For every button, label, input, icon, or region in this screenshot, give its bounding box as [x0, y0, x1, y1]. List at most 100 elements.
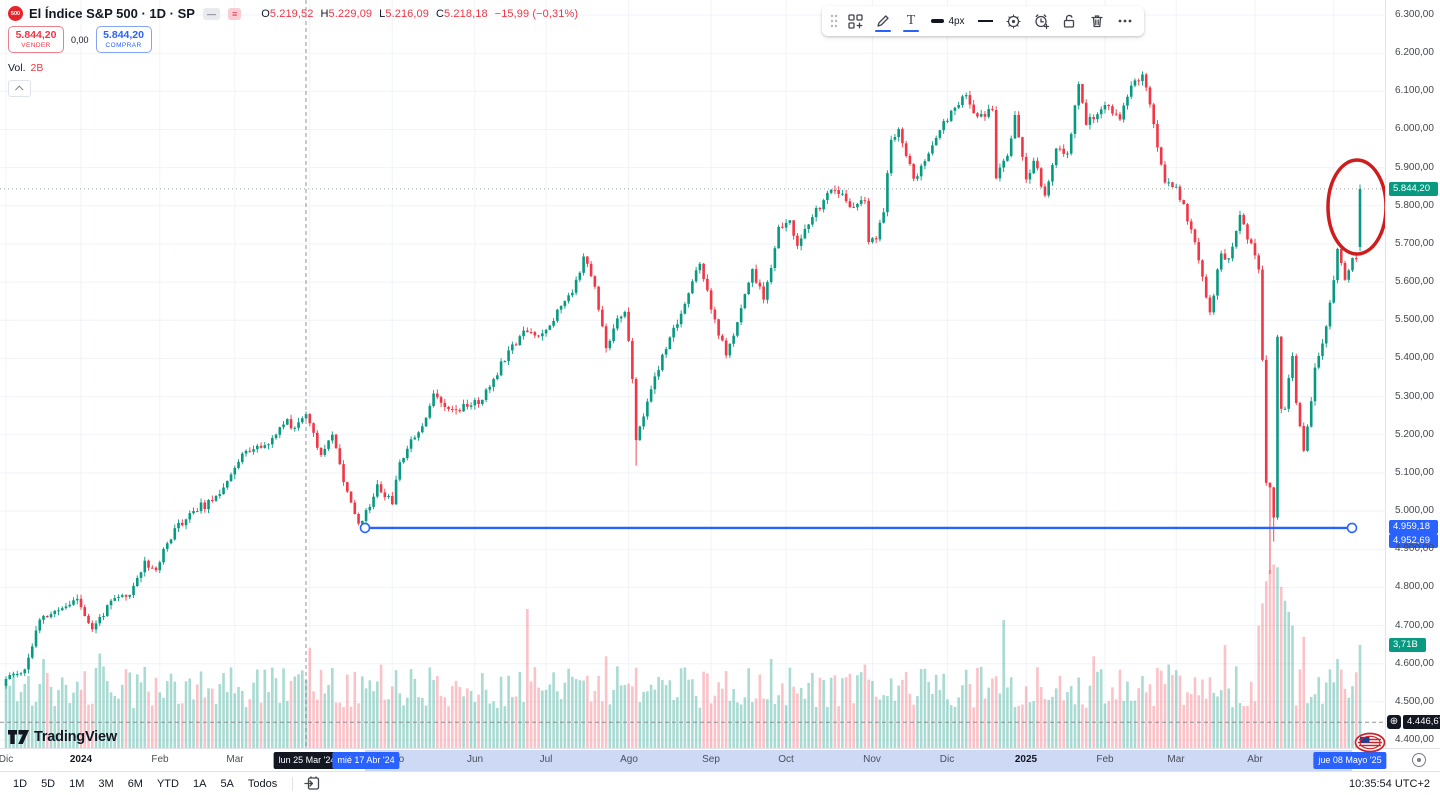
range-button-todos[interactable]: Todos — [247, 777, 278, 790]
clock: 10:35:54 UTC+2 — [1348, 777, 1430, 790]
text-color-icon[interactable]: T — [898, 8, 924, 34]
tradingview-logo[interactable]: TradingView — [8, 729, 117, 745]
red-circle-annotation[interactable] — [1326, 158, 1385, 256]
more-options-icon[interactable] — [1112, 8, 1138, 34]
price-tick-label: 5.600,00 — [1395, 276, 1434, 288]
line-style-button[interactable] — [972, 8, 998, 34]
candles — [4, 71, 1362, 689]
scroll-to-realtime-icon[interactable] — [1412, 753, 1426, 767]
range-button-1a[interactable]: 1A — [192, 777, 207, 790]
time-tick-label: Mar — [1167, 754, 1185, 765]
active-color-indicator — [903, 29, 919, 32]
range-button-1d[interactable]: 1D — [13, 777, 28, 790]
main-chart-pane[interactable] — [0, 0, 1385, 748]
sell-button[interactable]: 5.844,20 VENDER — [8, 26, 64, 53]
time-tick-label: Dic — [939, 754, 955, 765]
trendline-handle-end — [1346, 522, 1358, 534]
delete-trash-icon[interactable] — [1084, 8, 1110, 34]
price-tick-label: 5.800,00 — [1395, 199, 1434, 211]
footer-divider — [292, 776, 294, 791]
time-tick-label: Nov — [863, 754, 881, 765]
trendline-start-date-label: mié 17 Abr '24 — [332, 751, 400, 769]
volume-legend-value: 2B — [30, 62, 44, 74]
time-tick-label: Abr — [1247, 754, 1263, 765]
symbol-title[interactable]: El Índice S&P 500 · 1D · SP — [29, 6, 195, 21]
line-color-pencil-icon[interactable] — [870, 8, 896, 34]
buy-button[interactable]: 5.844,20 COMPRAR — [95, 26, 152, 53]
volume-bars — [4, 564, 1362, 748]
price-tick-label: 6.000,00 — [1395, 123, 1434, 135]
price-tick-label: 5.700,00 — [1395, 237, 1434, 249]
collapse-legend-button[interactable] — [8, 80, 31, 97]
price-tick-label: 5.400,00 — [1395, 352, 1434, 364]
price-tick-label: 4.600,00 — [1395, 657, 1434, 669]
chevron-up-icon — [14, 84, 24, 94]
range-button-ytd[interactable]: YTD — [156, 777, 179, 790]
price-tick-label: 4.900,00 — [1395, 543, 1434, 555]
price-tick-label: 5.300,00 — [1395, 390, 1434, 402]
time-tick-label: Mar — [226, 754, 244, 765]
time-tick-label: 2025 — [1014, 754, 1038, 765]
time-axis[interactable]: Dic2024FebMarAbrMayoJunJulAgoSepOctNovDi… — [0, 748, 1440, 771]
price-tick-label: 5.200,00 — [1395, 428, 1434, 440]
price-tick-label: 5.900,00 — [1395, 161, 1434, 173]
thin-line-icon — [977, 20, 993, 22]
horizontal-trendline-drawing[interactable] — [359, 522, 1358, 534]
price-tick-label: 4.500,00 — [1395, 695, 1434, 707]
trendline-time-range-highlight — [365, 750, 1352, 771]
change-value: −15,99 (−0,31%) — [494, 7, 579, 20]
price-tick-label: 5.000,00 — [1395, 505, 1434, 517]
spread-value: 0,00 — [71, 34, 89, 45]
crosshair-price-label: 4.446,67 — [1403, 715, 1440, 729]
line-width-button[interactable]: 4px — [926, 8, 970, 34]
range-button-6m[interactable]: 6M — [127, 777, 143, 790]
time-tick-label: Jul — [539, 754, 553, 765]
last-price-label: 5.844,20 — [1389, 182, 1438, 196]
trendline-price-label-bottom: 4.952,69 — [1389, 534, 1438, 548]
template-icon[interactable] — [842, 8, 868, 34]
time-tick-label: Jun — [466, 754, 484, 765]
add-alert-plus-icon[interactable]: ⊕ — [1387, 715, 1401, 729]
time-tick-label: Sep — [702, 754, 720, 765]
go-to-date-icon[interactable] — [301, 774, 323, 794]
price-tick-label: 6.100,00 — [1395, 85, 1434, 97]
volume-value-label: 3,71B — [1389, 638, 1426, 652]
range-button-5d[interactable]: 5D — [41, 777, 56, 790]
range-button-3m[interactable]: 3M — [98, 777, 114, 790]
trendline-end-date-label: jue 08 Mayo '25 — [1313, 751, 1387, 769]
list-badge-icon[interactable]: ≡ — [227, 7, 242, 20]
price-tick-label: 5.500,00 — [1395, 314, 1434, 326]
range-button-1m[interactable]: 1M — [69, 777, 85, 790]
sp500-logo-icon: 500 — [8, 6, 23, 21]
time-tick-label: Feb — [151, 754, 169, 765]
grid — [0, 0, 1385, 748]
settings-gear-icon[interactable] — [1000, 8, 1026, 34]
drawing-toolbar: T 4px — [822, 6, 1144, 36]
trendline-handle-start — [359, 522, 371, 534]
chart-legend: 500 El Índice S&P 500 · 1D · SP — ≡ O5.2… — [8, 6, 585, 97]
add-alert-icon[interactable] — [1028, 8, 1054, 34]
price-tick-label: 4.700,00 — [1395, 619, 1434, 631]
time-tick-label: Oct — [778, 754, 794, 765]
time-tick-label: 2024 — [69, 754, 93, 765]
minus-badge-icon[interactable]: — — [202, 7, 220, 20]
time-tick-label: Dic — [0, 754, 14, 765]
price-tick-label: 6.300,00 — [1395, 9, 1434, 20]
lock-open-icon[interactable] — [1056, 8, 1082, 34]
trendline-price-label-top: 4.959,18 — [1389, 520, 1438, 534]
active-color-indicator — [875, 29, 891, 32]
price-tick-label: 5.100,00 — [1395, 466, 1434, 478]
crosshair-time-label: lun 25 Mar '24 — [273, 751, 341, 769]
time-tick-label: Feb — [1096, 754, 1114, 765]
bottom-toolbar: 1D 5D 1M 3M 6M YTD 1A 5A Todos 10:35:54 UTC+2 — [0, 771, 1440, 795]
tradingview-mark-icon — [8, 729, 29, 744]
price-axis[interactable]: 5.844,20 4.959,18 4.952,69 3,71B ⊕ 4.446… — [1385, 0, 1440, 748]
ohlc-values: O5.219,52 H5.229,09 L5.216,09 C5.218,18 −15,… — [261, 7, 579, 20]
price-tick-label: 4.400,00 — [1395, 734, 1434, 745]
drag-handle-icon[interactable] — [828, 8, 840, 34]
range-button-5a[interactable]: 5A — [220, 777, 234, 790]
crosshair — [0, 0, 1385, 748]
thick-line-icon — [931, 19, 945, 23]
price-tick-label: 6.200,00 — [1395, 47, 1434, 59]
